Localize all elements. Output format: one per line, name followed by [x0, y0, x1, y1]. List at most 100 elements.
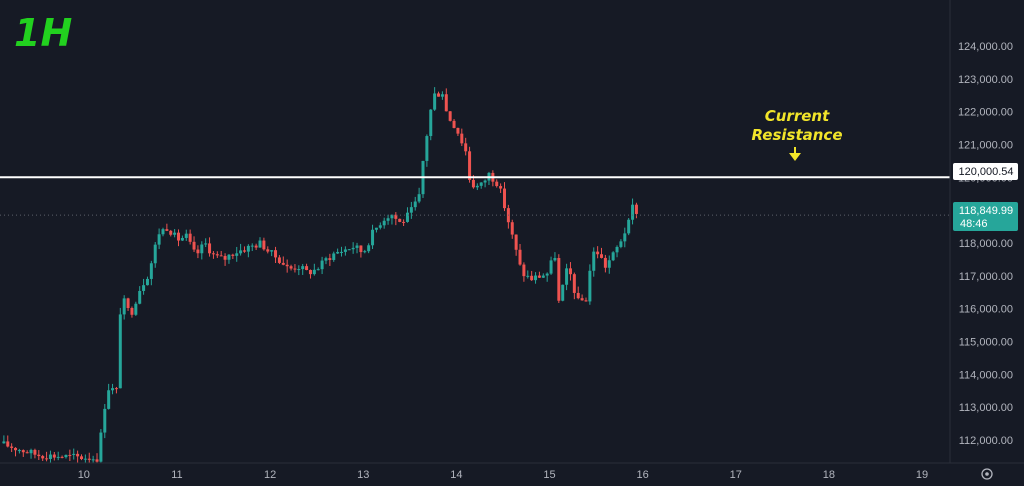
candle-body	[588, 270, 592, 302]
price-tick-label: 117,000.00	[959, 271, 1013, 283]
candle	[495, 179, 499, 188]
time-axis-ticks: 10 11 12 13 14 15 16 17 18 19	[78, 469, 928, 481]
candle-body	[277, 257, 281, 263]
candle	[429, 109, 433, 141]
candle-body	[293, 268, 297, 270]
current-price-tag-background	[953, 202, 1018, 231]
candle-body	[483, 180, 487, 183]
candle	[114, 386, 118, 394]
candle	[623, 227, 627, 248]
candle-body	[130, 307, 134, 315]
price-tick-label: 115,000.00	[959, 337, 1013, 349]
candle-body	[510, 222, 514, 235]
candle	[107, 383, 111, 410]
candle-body	[534, 275, 538, 281]
candle	[285, 259, 289, 273]
candle-body	[87, 458, 91, 460]
candle-body	[374, 227, 378, 230]
candle	[514, 234, 518, 256]
candle-body	[297, 269, 301, 271]
candle-body	[371, 229, 375, 246]
candle-body	[153, 244, 157, 264]
candle	[223, 253, 227, 266]
candle	[227, 254, 231, 264]
candle-body	[114, 388, 118, 390]
candle-body	[340, 251, 344, 253]
candle	[328, 253, 332, 266]
candle-body	[138, 290, 142, 304]
candle-body	[68, 454, 72, 456]
candle-body	[262, 240, 266, 250]
candle	[409, 201, 413, 219]
resistance-tag-background	[953, 163, 1018, 180]
candle-body	[623, 233, 627, 242]
candle-body	[615, 246, 619, 253]
candle	[142, 278, 146, 295]
candle	[239, 243, 243, 256]
candle	[215, 251, 219, 258]
candle-body	[149, 263, 153, 279]
candle-body	[231, 254, 235, 256]
candle	[600, 247, 604, 259]
time-tick-label: 13	[357, 469, 369, 481]
price-axis-ticks: 112,000.00 113,000.00 114,000.00 115,000.00…	[958, 41, 1013, 447]
candle-body	[122, 298, 126, 315]
candle-body	[301, 266, 305, 270]
candle-body	[76, 453, 80, 457]
candle-body	[471, 179, 475, 188]
candle-body	[219, 255, 223, 257]
candle	[596, 246, 600, 259]
candle	[258, 237, 262, 248]
price-axis[interactable]	[950, 0, 1024, 486]
candle-body	[312, 269, 316, 275]
price-tick-label: 113,000.00	[959, 402, 1013, 414]
candle	[177, 229, 181, 247]
candle-body	[336, 251, 340, 254]
candle	[289, 264, 293, 271]
candle-body	[398, 218, 402, 222]
candle-body	[452, 120, 456, 128]
candle-body	[250, 245, 254, 247]
candle	[452, 119, 456, 129]
candle-body	[211, 253, 215, 255]
candle-body	[557, 258, 561, 301]
settings-gear-icon[interactable]	[981, 468, 993, 480]
candle-body	[126, 298, 130, 308]
candle-body	[522, 264, 526, 277]
candle	[130, 306, 134, 318]
candle-body	[592, 251, 596, 271]
candle-body	[316, 269, 320, 271]
candle-body	[17, 450, 21, 452]
candle-body	[437, 93, 441, 97]
candle	[149, 260, 153, 286]
candle	[355, 242, 359, 254]
candle-body	[363, 251, 367, 253]
candle-body	[308, 270, 312, 275]
candle	[464, 137, 468, 156]
candle-body	[29, 449, 33, 454]
candle-body	[553, 258, 557, 261]
candle	[448, 111, 452, 122]
candle	[308, 269, 312, 279]
candle-body	[619, 241, 623, 247]
candle-body	[332, 253, 336, 260]
candle	[17, 448, 21, 454]
candle	[254, 243, 258, 250]
candle-body	[468, 151, 472, 180]
candle-body	[56, 456, 60, 458]
candle-body	[10, 446, 14, 448]
candle-body	[394, 214, 398, 219]
candle	[440, 91, 444, 100]
candle	[607, 255, 611, 274]
candle-body	[118, 314, 122, 389]
candle	[611, 251, 615, 262]
time-tick-label: 12	[264, 469, 276, 481]
time-axis[interactable]	[0, 463, 950, 486]
candle	[293, 264, 297, 273]
candle-body	[83, 458, 87, 460]
candle-body	[223, 255, 227, 260]
candle	[371, 224, 375, 249]
candle-body	[530, 275, 534, 281]
candle-body	[184, 233, 188, 238]
